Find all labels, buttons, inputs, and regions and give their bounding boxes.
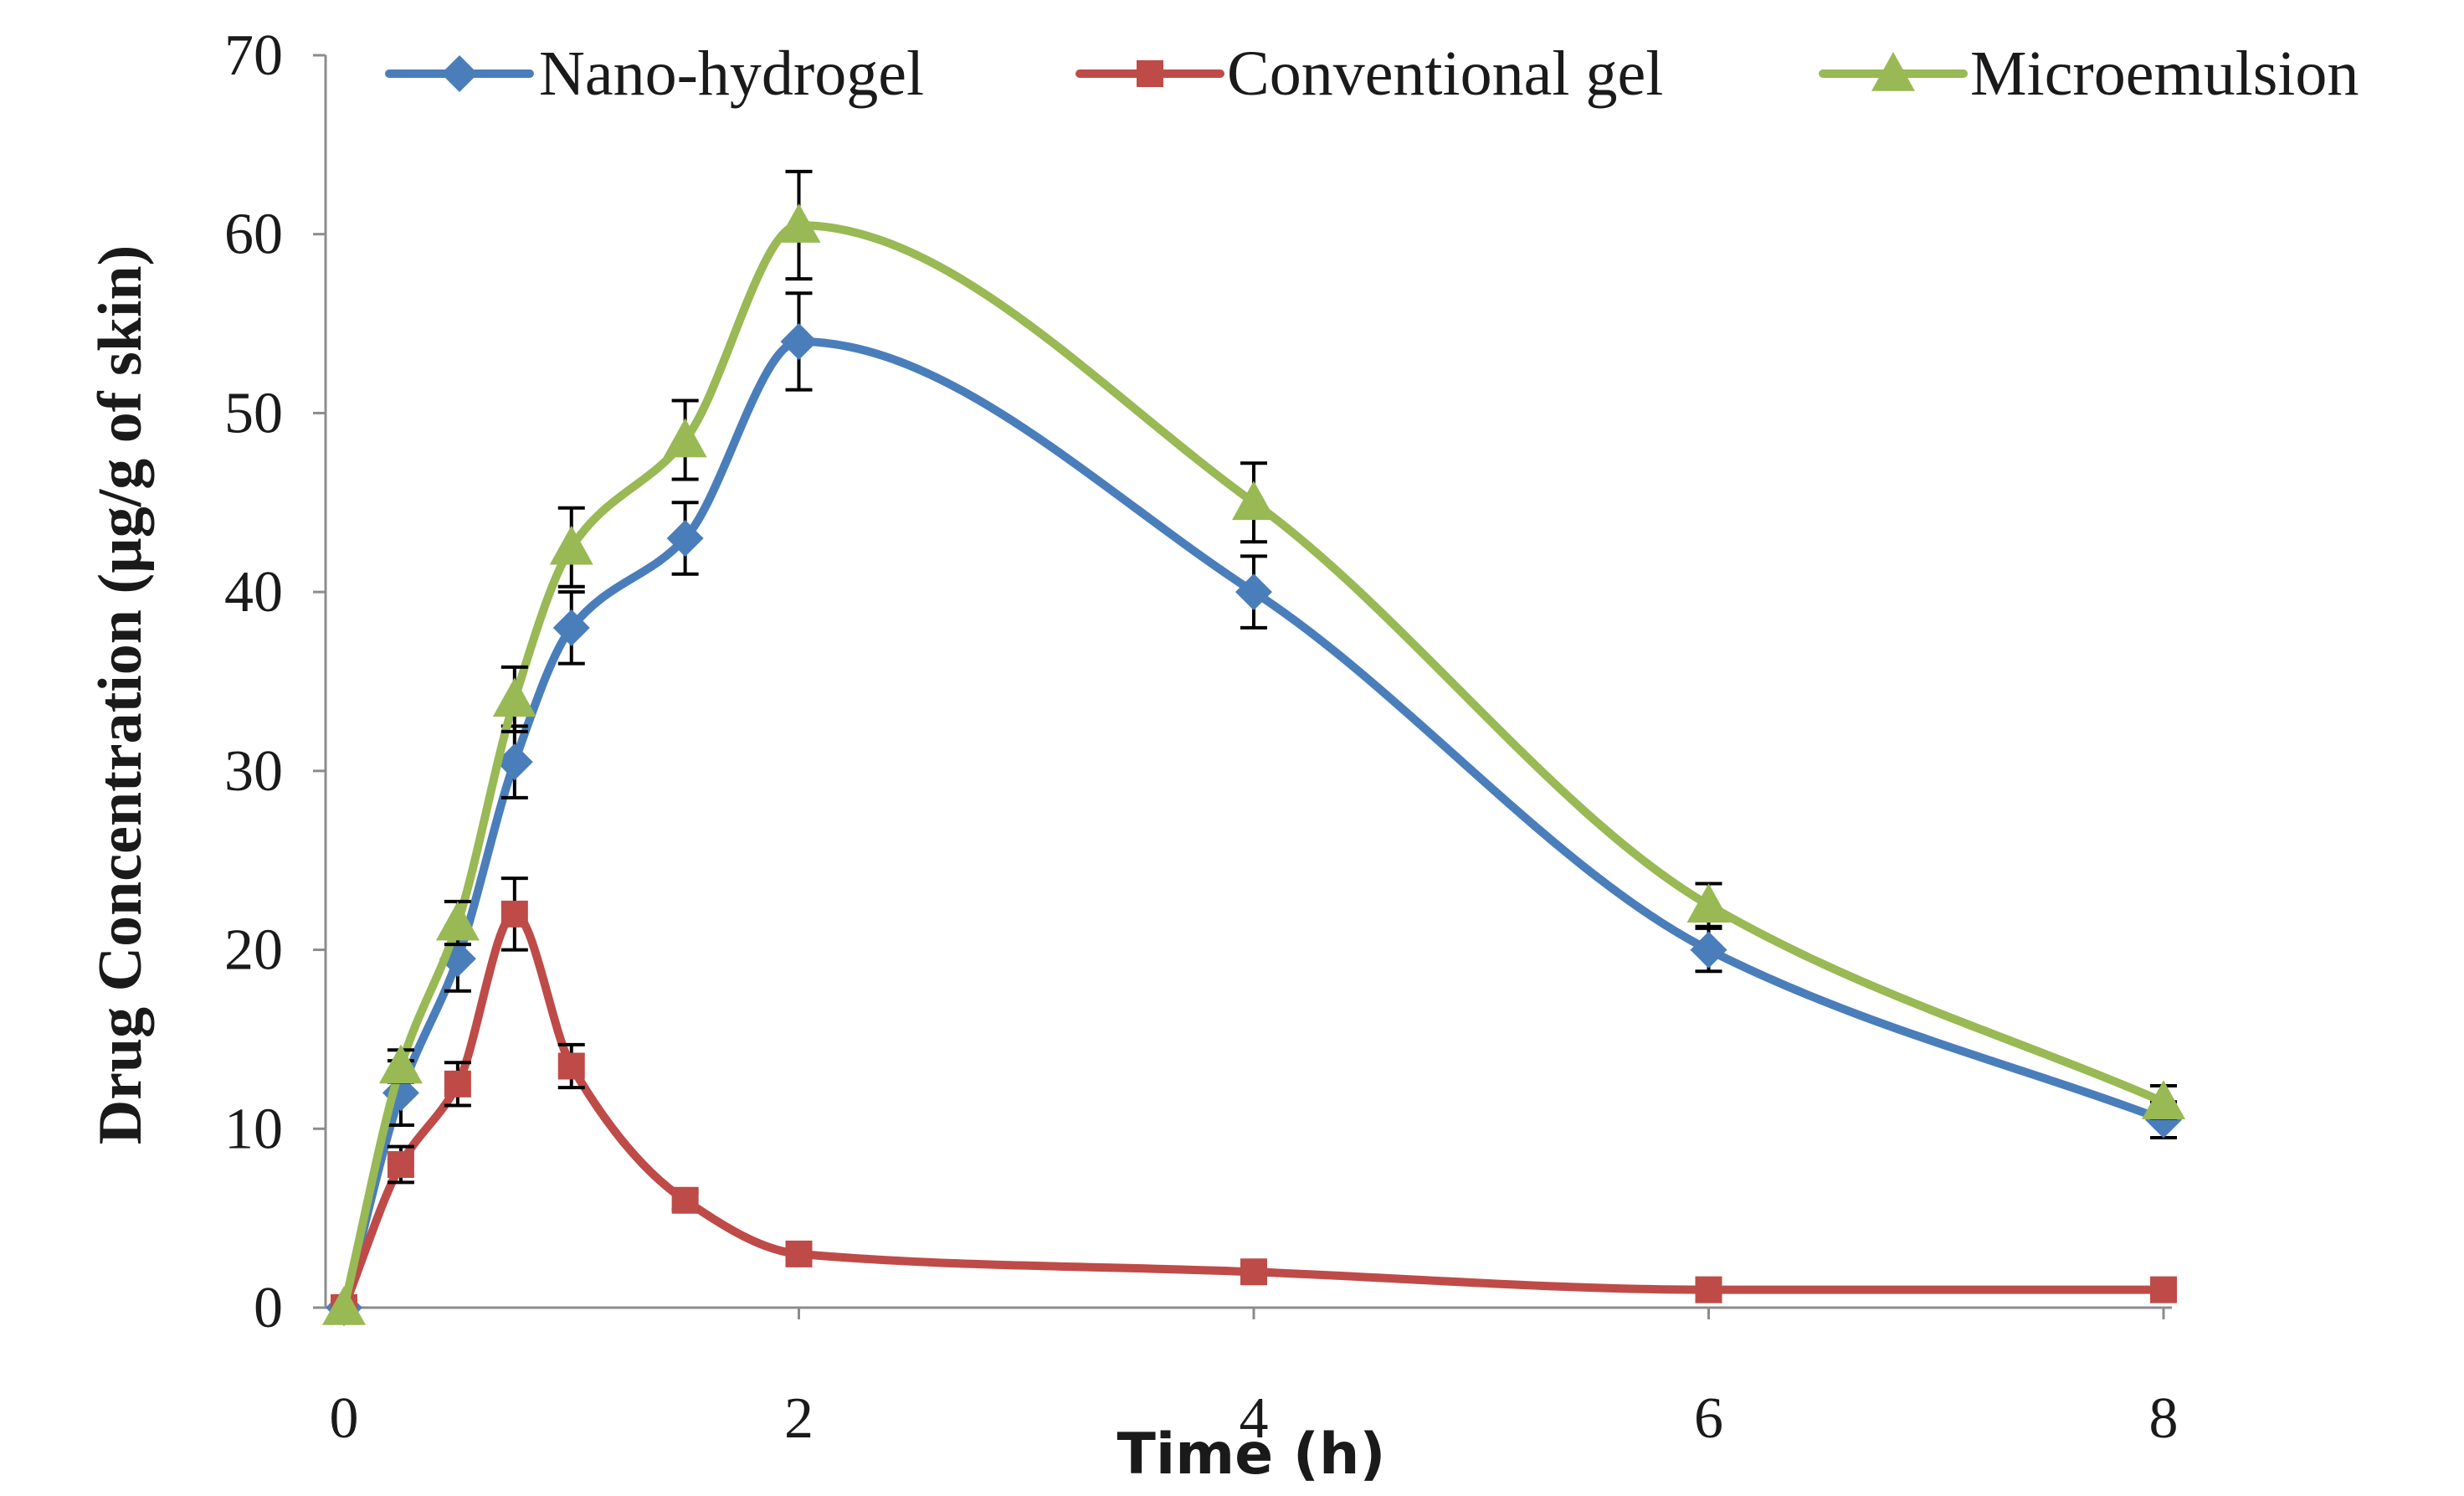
legend-item-nano-hydrogel: Nano-hydrogel (385, 39, 924, 109)
axes: 0 10 20 30 40 50 60 70 0 2 4 6 8 (224, 23, 2179, 1451)
y-tick-label: 20 (224, 918, 283, 983)
legend-swatch-marker (1871, 52, 1915, 91)
x-tick-label: 4 (1240, 1386, 1269, 1451)
series-line-group (340, 337, 2168, 1312)
data-point (378, 1044, 423, 1084)
series-microemulsion (322, 169, 2185, 1325)
legend-label: Microemulsion (1970, 39, 2359, 109)
x-tick-label: 8 (2149, 1386, 2179, 1451)
legend-label: Nano-hydrogel (539, 39, 924, 109)
x-axis-title: Time (h) (1117, 1421, 1386, 1488)
legend-label: Conventional gel (1227, 39, 1663, 109)
data-point (444, 1070, 471, 1098)
data-point (495, 743, 533, 781)
data-point (1686, 883, 1731, 923)
x-tick-label: 6 (1694, 1386, 1723, 1451)
data-point (552, 609, 590, 646)
marker-group (331, 900, 2177, 1321)
data-point (387, 1151, 414, 1179)
data-point (501, 900, 528, 928)
series-conventional-gel (331, 877, 2177, 1321)
legend-item-conventional-gel: Conventional gel (1075, 39, 1663, 109)
data-point (557, 1052, 585, 1080)
series-line-group (340, 221, 2168, 1312)
data-point (1235, 573, 1272, 611)
marker-group (322, 203, 2185, 1325)
data-point (666, 520, 704, 558)
series-line (340, 337, 2168, 1312)
series-nano-hydrogel (326, 291, 2182, 1326)
y-tick-label: 70 (224, 23, 283, 88)
y-tick-label: 10 (224, 1097, 283, 1161)
data-point (1695, 1276, 1722, 1303)
legend-swatch-marker (441, 55, 478, 92)
series-line (340, 221, 2168, 1312)
series-line (340, 909, 2168, 1312)
error-bar-group (387, 291, 2177, 1139)
x-tick-label: 2 (784, 1386, 814, 1451)
y-tick-label: 30 (224, 739, 283, 804)
y-tick-label: 60 (224, 203, 283, 267)
data-point (671, 1186, 699, 1214)
data-point (1690, 931, 1727, 969)
data-point (492, 677, 536, 717)
data-point (1232, 481, 1276, 521)
y-tick-label: 50 (224, 381, 283, 445)
legend: Nano-hydrogel Conventional gel Microemulsi… (385, 39, 2359, 109)
series-group (322, 169, 2185, 1326)
legend-swatch-marker (1137, 60, 1163, 87)
data-point (2142, 1080, 2185, 1120)
data-point (435, 901, 480, 941)
data-point (663, 418, 707, 458)
y-tick-label: 0 (254, 1276, 283, 1340)
data-point (322, 1286, 366, 1325)
data-point (777, 203, 821, 243)
data-point (549, 525, 593, 565)
data-point (780, 322, 818, 360)
legend-item-microemulsion: Microemulsion (1819, 39, 2359, 109)
x-tick-label: 0 (330, 1386, 359, 1451)
y-tick-label: 40 (224, 560, 283, 625)
series-line-group (340, 909, 2168, 1312)
data-point (785, 1240, 813, 1267)
error-bar-group (387, 169, 2177, 1120)
data-point (1240, 1258, 1267, 1286)
data-point (2150, 1276, 2177, 1303)
y-axis-title: Drug Concentration (µg/g of skin) (86, 245, 155, 1145)
error-bar-group (387, 877, 2177, 1293)
